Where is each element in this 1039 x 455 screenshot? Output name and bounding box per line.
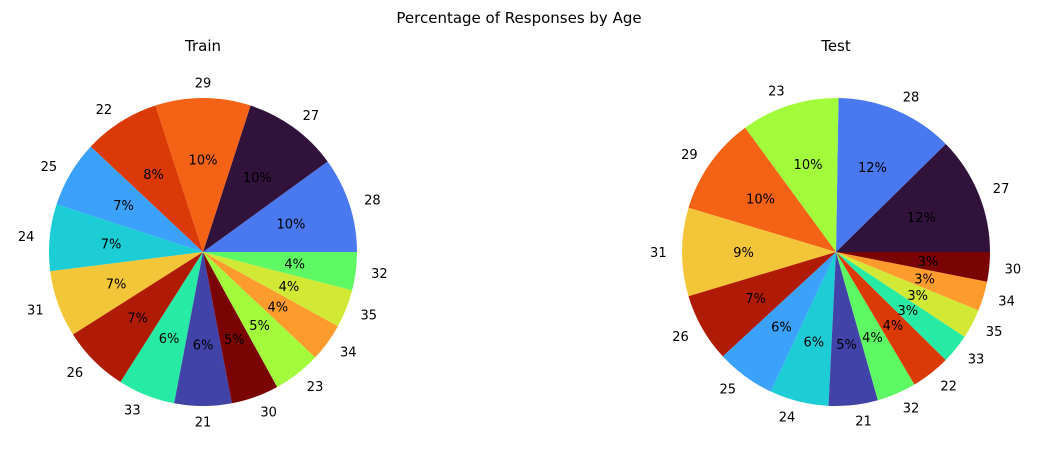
test-slice-23 — [745, 98, 839, 253]
test-label-27: 27 — [993, 182, 1010, 197]
test-label-29: 29 — [681, 148, 698, 163]
test-label-32: 32 — [903, 402, 920, 417]
test-pct-34: 3% — [914, 273, 935, 288]
train-slice-23 — [203, 252, 316, 387]
test-slice-22 — [836, 252, 946, 385]
test-label-22: 22 — [940, 379, 957, 394]
test-pct-24: 6% — [803, 336, 824, 351]
test-pct-32: 4% — [862, 331, 883, 346]
test-slice-26 — [688, 252, 836, 357]
train-pct-34: 4% — [267, 300, 288, 315]
test-label-24: 24 — [779, 410, 796, 425]
test-pct-31: 9% — [733, 246, 754, 261]
train-slice-21 — [174, 252, 232, 406]
test-label-34: 34 — [998, 295, 1015, 310]
pie-chart-train: Train 28 10% 27 10% 29 10% 22 8% 25 7% 24 7% 31 7% 26 7%… — [18, 37, 388, 430]
test-label-28: 28 — [903, 90, 920, 105]
test-pct-35: 3% — [907, 289, 928, 304]
train-pct-32: 4% — [284, 258, 305, 273]
train-slice-24 — [48, 204, 203, 272]
test-slice-35 — [836, 252, 979, 337]
train-label-26: 26 — [67, 366, 84, 381]
train-slice-33 — [120, 252, 203, 404]
train-slice-32 — [203, 252, 357, 291]
train-pct-30: 5% — [224, 333, 245, 348]
test-label-26: 26 — [672, 330, 689, 345]
test-slice-24 — [770, 252, 836, 406]
train-label-22: 22 — [96, 103, 113, 118]
train-pct-24: 7% — [101, 237, 122, 252]
test-label-21: 21 — [855, 414, 872, 429]
train-slice-26 — [72, 252, 203, 383]
test-slice-33 — [836, 252, 965, 361]
test-pct-33: 3% — [897, 304, 918, 319]
train-label-33: 33 — [124, 404, 141, 419]
train-slice-35 — [203, 252, 353, 327]
test-slice-21 — [828, 252, 878, 407]
test-slice-30 — [836, 252, 990, 282]
test-slice-28 — [836, 98, 946, 253]
test-label-33: 33 — [968, 353, 985, 368]
test-pct-29: 10% — [746, 193, 775, 208]
test-label-23: 23 — [768, 85, 785, 100]
train-label-32: 32 — [371, 267, 388, 282]
train-pct-26: 7% — [127, 311, 148, 326]
test-slice-32 — [836, 252, 915, 401]
train-label-28: 28 — [364, 194, 381, 209]
train-label-23: 23 — [307, 380, 324, 395]
test-slice-34 — [836, 252, 988, 311]
test-label-30: 30 — [1005, 262, 1022, 277]
train-label-31: 31 — [27, 303, 44, 318]
train-slice-29 — [155, 98, 251, 252]
test-pct-21: 5% — [836, 338, 857, 353]
train-label-21: 21 — [195, 415, 212, 430]
train-slice-30 — [203, 252, 278, 404]
test-slice-29 — [688, 127, 836, 252]
test-label-31: 31 — [650, 246, 667, 261]
train-pct-23: 5% — [249, 319, 270, 334]
train-label-29: 29 — [195, 77, 212, 92]
train-slice-25 — [56, 146, 203, 252]
train-pct-33: 6% — [159, 332, 180, 347]
train-pct-31: 7% — [106, 277, 127, 292]
pie-chart-test: Test 27 12% 28 12% 23 10% 29 10% 31 9% 26 7% 25 6% 24 6%… — [650, 37, 1021, 429]
train-pct-29: 10% — [189, 154, 218, 169]
train-pct-25: 7% — [113, 199, 134, 214]
train-label-34: 34 — [340, 346, 357, 361]
train-label-25: 25 — [41, 160, 58, 175]
train-label-35: 35 — [361, 308, 378, 323]
train-pct-28: 10% — [276, 217, 305, 232]
train-slice-22 — [90, 105, 203, 252]
train-slice-27 — [203, 105, 328, 252]
test-label-35: 35 — [986, 325, 1003, 340]
test-pie-title: Test — [820, 37, 851, 55]
train-slice-31 — [50, 252, 204, 335]
test-pct-25: 6% — [771, 321, 792, 336]
train-slice-34 — [203, 252, 338, 358]
train-slice-28 — [203, 161, 357, 252]
test-pct-22: 4% — [883, 319, 904, 334]
train-pie-title: Train — [184, 37, 221, 55]
train-pct-21: 6% — [193, 338, 214, 353]
figure-title: Percentage of Responses by Age — [396, 9, 641, 27]
train-label-27: 27 — [303, 109, 320, 124]
train-pct-27: 10% — [243, 171, 272, 186]
test-pct-27: 12% — [907, 211, 936, 226]
train-pct-22: 8% — [143, 168, 164, 183]
train-label-30: 30 — [260, 405, 277, 420]
train-label-24: 24 — [18, 230, 35, 245]
test-slice-31 — [682, 207, 836, 297]
test-pct-23: 10% — [794, 158, 823, 173]
test-pct-26: 7% — [745, 292, 766, 307]
test-slice-27 — [836, 143, 990, 252]
test-pct-30: 3% — [918, 255, 939, 270]
test-pct-28: 12% — [858, 161, 887, 176]
test-label-25: 25 — [719, 383, 736, 398]
test-slice-25 — [722, 252, 836, 392]
train-pct-35: 4% — [279, 280, 300, 295]
